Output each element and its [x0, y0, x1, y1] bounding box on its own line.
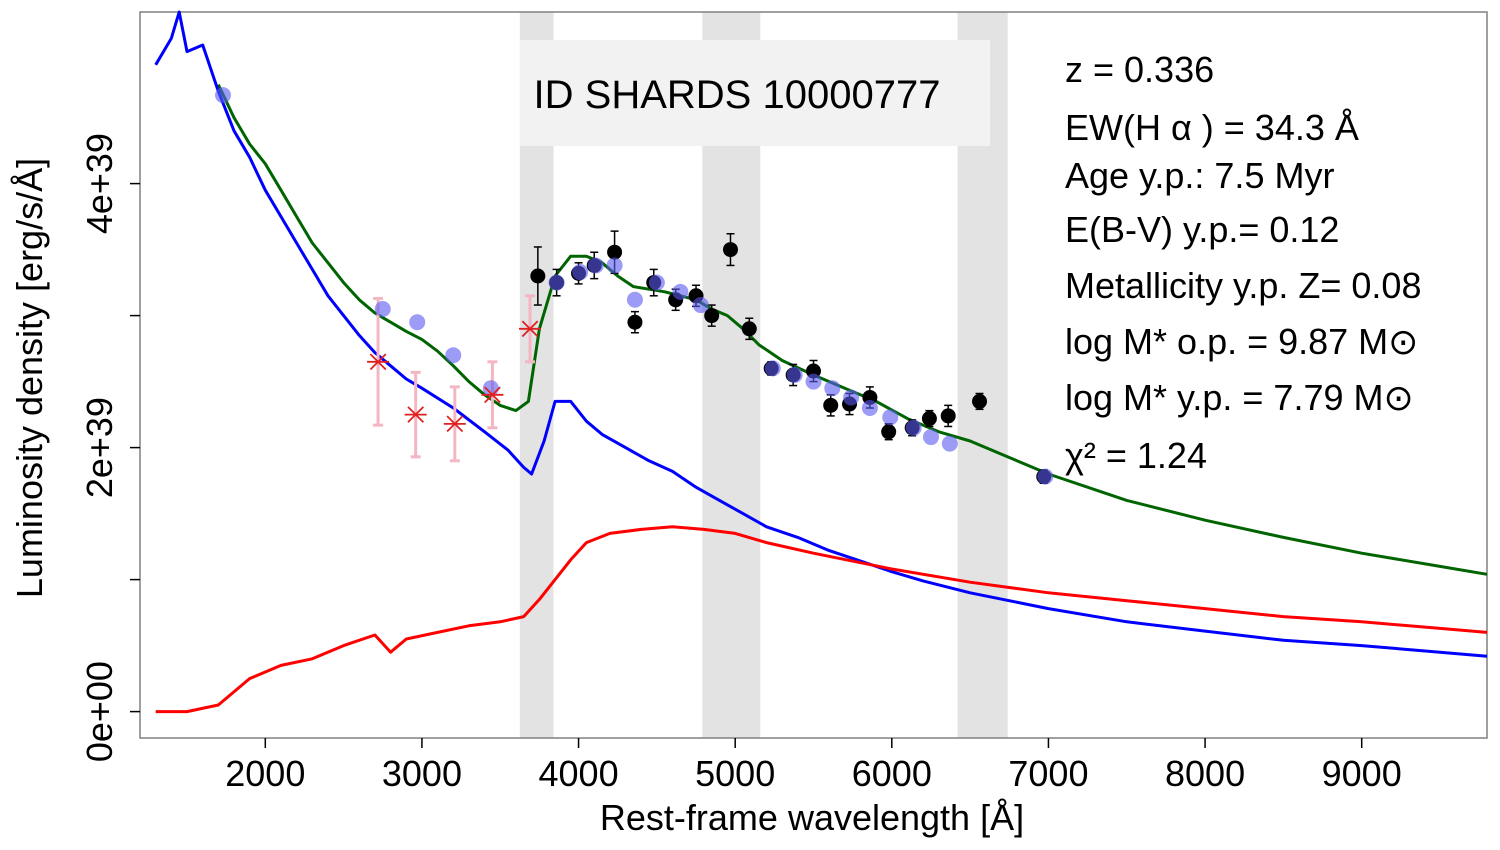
model-point [941, 435, 958, 452]
x-tick-label-3000: 3000 [382, 753, 462, 794]
annotation-mass-yp: log M* y.p. = 7.79 M⊙ [1065, 377, 1414, 418]
model-point [764, 360, 781, 377]
cross-point [521, 320, 539, 338]
model-point [572, 264, 589, 281]
observed-point [741, 321, 757, 337]
cross-point [446, 415, 464, 433]
x-tick-label-2000: 2000 [225, 753, 305, 794]
series-line-old-population [155, 525, 1488, 714]
model-point [215, 87, 232, 104]
annotation-chi2: χ² = 1.24 [1065, 435, 1207, 476]
x-tick-label-7000: 7000 [1008, 753, 1088, 794]
model-point [587, 257, 604, 274]
observed-point [627, 314, 643, 330]
plot-frame [139, 11, 1488, 739]
model-point [786, 367, 803, 383]
annotations: z = 0.336 EW(H α ) = 34.3 Å Age y.p.: 7.… [1065, 49, 1421, 476]
observed-point [940, 408, 956, 424]
series-line-young-population [154, 10, 1488, 658]
observed-point [607, 244, 623, 260]
annotation-redshift: z = 0.336 [1065, 49, 1214, 90]
observed-point [704, 308, 720, 324]
title-background [520, 40, 990, 146]
chart-title: ID SHARDS 10000777 [534, 73, 941, 117]
annotation-ew-halpha: EW(H α ) = 34.3 Å [1065, 107, 1359, 148]
model-point [805, 373, 822, 390]
annotation-ebv: E(B-V) y.p.= 0.12 [1065, 209, 1339, 250]
model-point [843, 389, 860, 406]
data-points [215, 87, 1054, 485]
observed-point [972, 393, 988, 409]
y-tick-label-4: 4e+39 [79, 133, 120, 234]
model-point [882, 409, 899, 426]
model-point [824, 380, 841, 397]
y-tick-label-0: 0e+00 [79, 661, 120, 762]
model-point [861, 400, 878, 416]
x-tick-label-4000: 4000 [539, 753, 619, 794]
model-point [648, 274, 665, 291]
observed-point [722, 242, 738, 258]
observed-point [530, 268, 546, 284]
model-point [1037, 468, 1054, 485]
annotation-metallicity: Metallicity y.p. Z= 0.08 [1065, 265, 1421, 306]
model-point [626, 291, 643, 308]
observed-point [921, 411, 937, 427]
y-tick-label-2: 2e+39 [79, 397, 120, 498]
x-tick-label-8000: 8000 [1165, 753, 1245, 794]
model-point [409, 314, 426, 331]
cross-point [369, 353, 387, 371]
model-point [374, 301, 391, 317]
observed-point [823, 397, 839, 413]
model-point [905, 419, 922, 436]
model-point [548, 274, 565, 291]
annotation-mass-op: log M* o.p. = 9.87 M⊙ [1065, 321, 1418, 362]
cross-point [484, 386, 501, 404]
model-point [692, 297, 709, 314]
cross-point [407, 406, 425, 423]
model-point [606, 257, 623, 274]
model-point [672, 283, 689, 300]
observed-point [881, 424, 897, 440]
x-tick-label-9000: 9000 [1322, 753, 1402, 794]
annotation-age: Age y.p.: 7.5 Myr [1065, 155, 1334, 196]
model-point [445, 347, 462, 364]
model-point [922, 429, 939, 446]
x-axis-label: Rest-frame wavelength [Å] [600, 797, 1024, 838]
y-axis-label: Luminosity density [erg/s/Å] [9, 158, 50, 598]
x-tick-label-6000: 6000 [852, 753, 932, 794]
x-tick-label-5000: 5000 [695, 753, 775, 794]
axes: 2000 3000 4000 5000 6000 7000 8000 9000 0e+00 2e+… [79, 11, 1488, 794]
